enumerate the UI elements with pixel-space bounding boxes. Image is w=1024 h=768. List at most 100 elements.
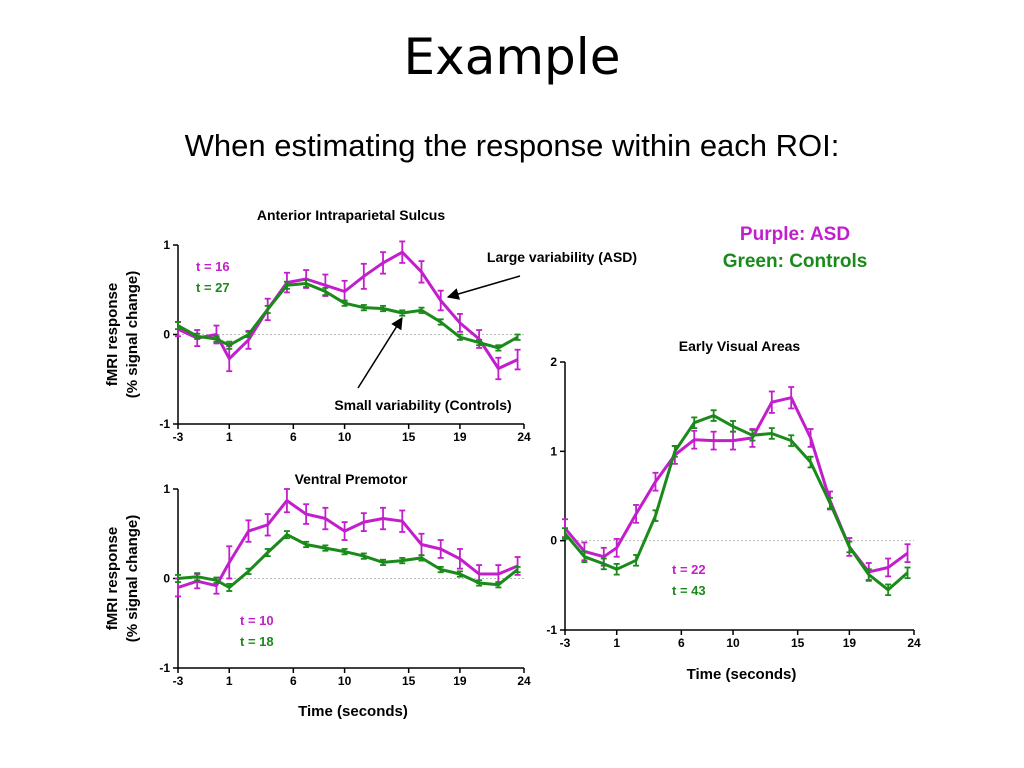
- error-bar: [213, 335, 220, 343]
- error-bar: [826, 496, 833, 510]
- error-bar: [613, 537, 620, 558]
- slide-subtitle: When estimating the response within each…: [184, 128, 840, 163]
- error-bar: [476, 338, 483, 347]
- x-tick-label: 10: [338, 674, 352, 688]
- y-tick-label: -1: [546, 623, 557, 637]
- error-bar: [885, 583, 892, 597]
- error-bar: [341, 548, 348, 556]
- y-tick-label: 0: [163, 572, 170, 586]
- y-tick-label: 1: [163, 238, 170, 252]
- x-tick-label: 15: [402, 674, 416, 688]
- error-bar: [749, 428, 756, 442]
- error-bar: [456, 570, 463, 578]
- error-bar: [671, 445, 678, 458]
- error-bar: [613, 562, 620, 576]
- error-bar: [807, 428, 814, 448]
- stat-asd: t = 16: [196, 259, 230, 274]
- error-bar: [768, 427, 775, 440]
- y-axis-label: fMRI response: [104, 283, 121, 386]
- error-bar: [380, 304, 387, 313]
- error-bar: [600, 557, 607, 571]
- error-bar: [245, 567, 252, 575]
- error-bar: [360, 552, 367, 560]
- error-bar: [652, 509, 659, 522]
- legend: Purple: ASD Green: Controls: [723, 224, 868, 272]
- x-tick-label: 1: [226, 674, 233, 688]
- x-tick-label: 6: [290, 430, 297, 444]
- x-axis-label: Time (seconds): [687, 666, 797, 683]
- error-bar: [495, 344, 502, 352]
- series-controls: [175, 530, 521, 592]
- error-bar: [514, 333, 521, 341]
- y-tick-label: 1: [550, 444, 557, 458]
- error-bar: [264, 304, 271, 314]
- x-tick-label: 15: [402, 430, 416, 444]
- series-controls: [562, 409, 911, 597]
- y-tick-label: 1: [163, 482, 170, 496]
- error-bar: [380, 558, 387, 566]
- error-bar: [691, 416, 698, 430]
- error-bar: [283, 280, 290, 290]
- error-bar: [691, 429, 698, 450]
- error-bar: [437, 318, 444, 326]
- x-tick-label: 19: [453, 674, 467, 688]
- error-bar: [710, 430, 717, 451]
- error-bar: [226, 340, 233, 350]
- error-bar: [710, 409, 717, 422]
- x-tick-label: -3: [560, 636, 571, 650]
- x-tick-label: -3: [173, 430, 184, 444]
- annotations: Large variability (ASD) Small variabilit…: [334, 249, 637, 413]
- error-bar: [175, 574, 181, 583]
- error-bar: [175, 321, 181, 331]
- x-tick-label: 10: [726, 636, 740, 650]
- error-bar: [283, 530, 290, 540]
- error-bar: [514, 348, 521, 371]
- error-bar: [437, 565, 444, 574]
- annotation-small-arrow: [357, 316, 403, 389]
- error-bar: [380, 251, 387, 275]
- error-bar: [322, 506, 329, 531]
- stat-asd: t = 22: [672, 562, 706, 577]
- error-bar: [194, 572, 201, 582]
- error-bar: [213, 576, 220, 584]
- y-axis-label: fMRI response: [104, 527, 121, 630]
- x-tick-label: 24: [517, 430, 531, 444]
- error-bar: [226, 582, 233, 592]
- error-bar: [399, 557, 406, 565]
- error-bar: [322, 287, 329, 297]
- x-tick-label: 1: [613, 636, 620, 650]
- error-bar: [633, 554, 640, 567]
- error-bar: [456, 333, 463, 341]
- error-bar: [303, 503, 310, 525]
- x-tick-label: 15: [791, 636, 805, 650]
- y-axis-label: (% signal change): [124, 515, 141, 643]
- error-bar: [514, 565, 521, 574]
- y-tick-label: 0: [550, 534, 557, 548]
- error-bar: [341, 521, 348, 541]
- x-tick-label: 24: [517, 674, 531, 688]
- error-bar: [322, 544, 329, 552]
- error-bar: [264, 513, 271, 537]
- error-bar: [283, 488, 290, 514]
- error-bar: [360, 512, 367, 532]
- error-bar: [456, 313, 463, 333]
- x-tick-label: 1: [226, 430, 233, 444]
- error-bar: [885, 557, 892, 578]
- error-bar: [768, 390, 775, 414]
- error-bar: [581, 550, 588, 564]
- y-tick-label: 2: [550, 355, 557, 369]
- error-bar: [788, 386, 795, 410]
- annotation-large-arrow: [446, 275, 521, 300]
- x-tick-label: 6: [290, 674, 297, 688]
- x-tick-label: 6: [678, 636, 685, 650]
- stat-controls: t = 43: [672, 583, 706, 598]
- x-tick-label: 19: [843, 636, 857, 650]
- error-bar: [418, 306, 425, 314]
- error-bar: [418, 260, 425, 284]
- error-bar: [226, 545, 233, 580]
- error-bar: [245, 519, 252, 543]
- error-bar: [788, 434, 795, 447]
